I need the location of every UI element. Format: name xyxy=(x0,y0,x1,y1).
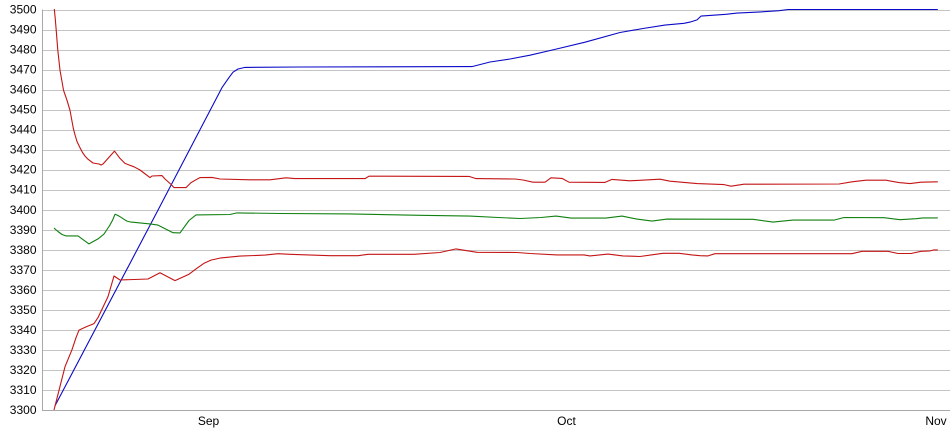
svg-text:3420: 3420 xyxy=(10,163,37,177)
svg-text:3310: 3310 xyxy=(10,383,37,397)
svg-text:3430: 3430 xyxy=(10,143,37,157)
svg-text:3320: 3320 xyxy=(10,363,37,377)
svg-text:3490: 3490 xyxy=(10,22,37,36)
svg-text:Sep: Sep xyxy=(198,414,220,428)
svg-text:3360: 3360 xyxy=(10,283,37,297)
svg-text:3470: 3470 xyxy=(10,63,37,77)
svg-text:Nov: Nov xyxy=(925,414,946,428)
svg-text:3300: 3300 xyxy=(10,403,37,417)
svg-text:3330: 3330 xyxy=(10,343,37,357)
svg-text:3400: 3400 xyxy=(10,203,37,217)
svg-text:3500: 3500 xyxy=(10,2,37,16)
svg-text:3370: 3370 xyxy=(10,263,37,277)
svg-text:3390: 3390 xyxy=(10,223,37,237)
svg-text:3480: 3480 xyxy=(10,43,37,57)
svg-text:3440: 3440 xyxy=(10,123,37,137)
svg-text:3410: 3410 xyxy=(10,183,37,197)
svg-text:3340: 3340 xyxy=(10,323,37,337)
svg-text:3350: 3350 xyxy=(10,303,37,317)
svg-text:3450: 3450 xyxy=(10,103,37,117)
svg-text:Oct: Oct xyxy=(557,414,576,428)
svg-text:3460: 3460 xyxy=(10,83,37,97)
svg-text:3380: 3380 xyxy=(10,243,37,257)
